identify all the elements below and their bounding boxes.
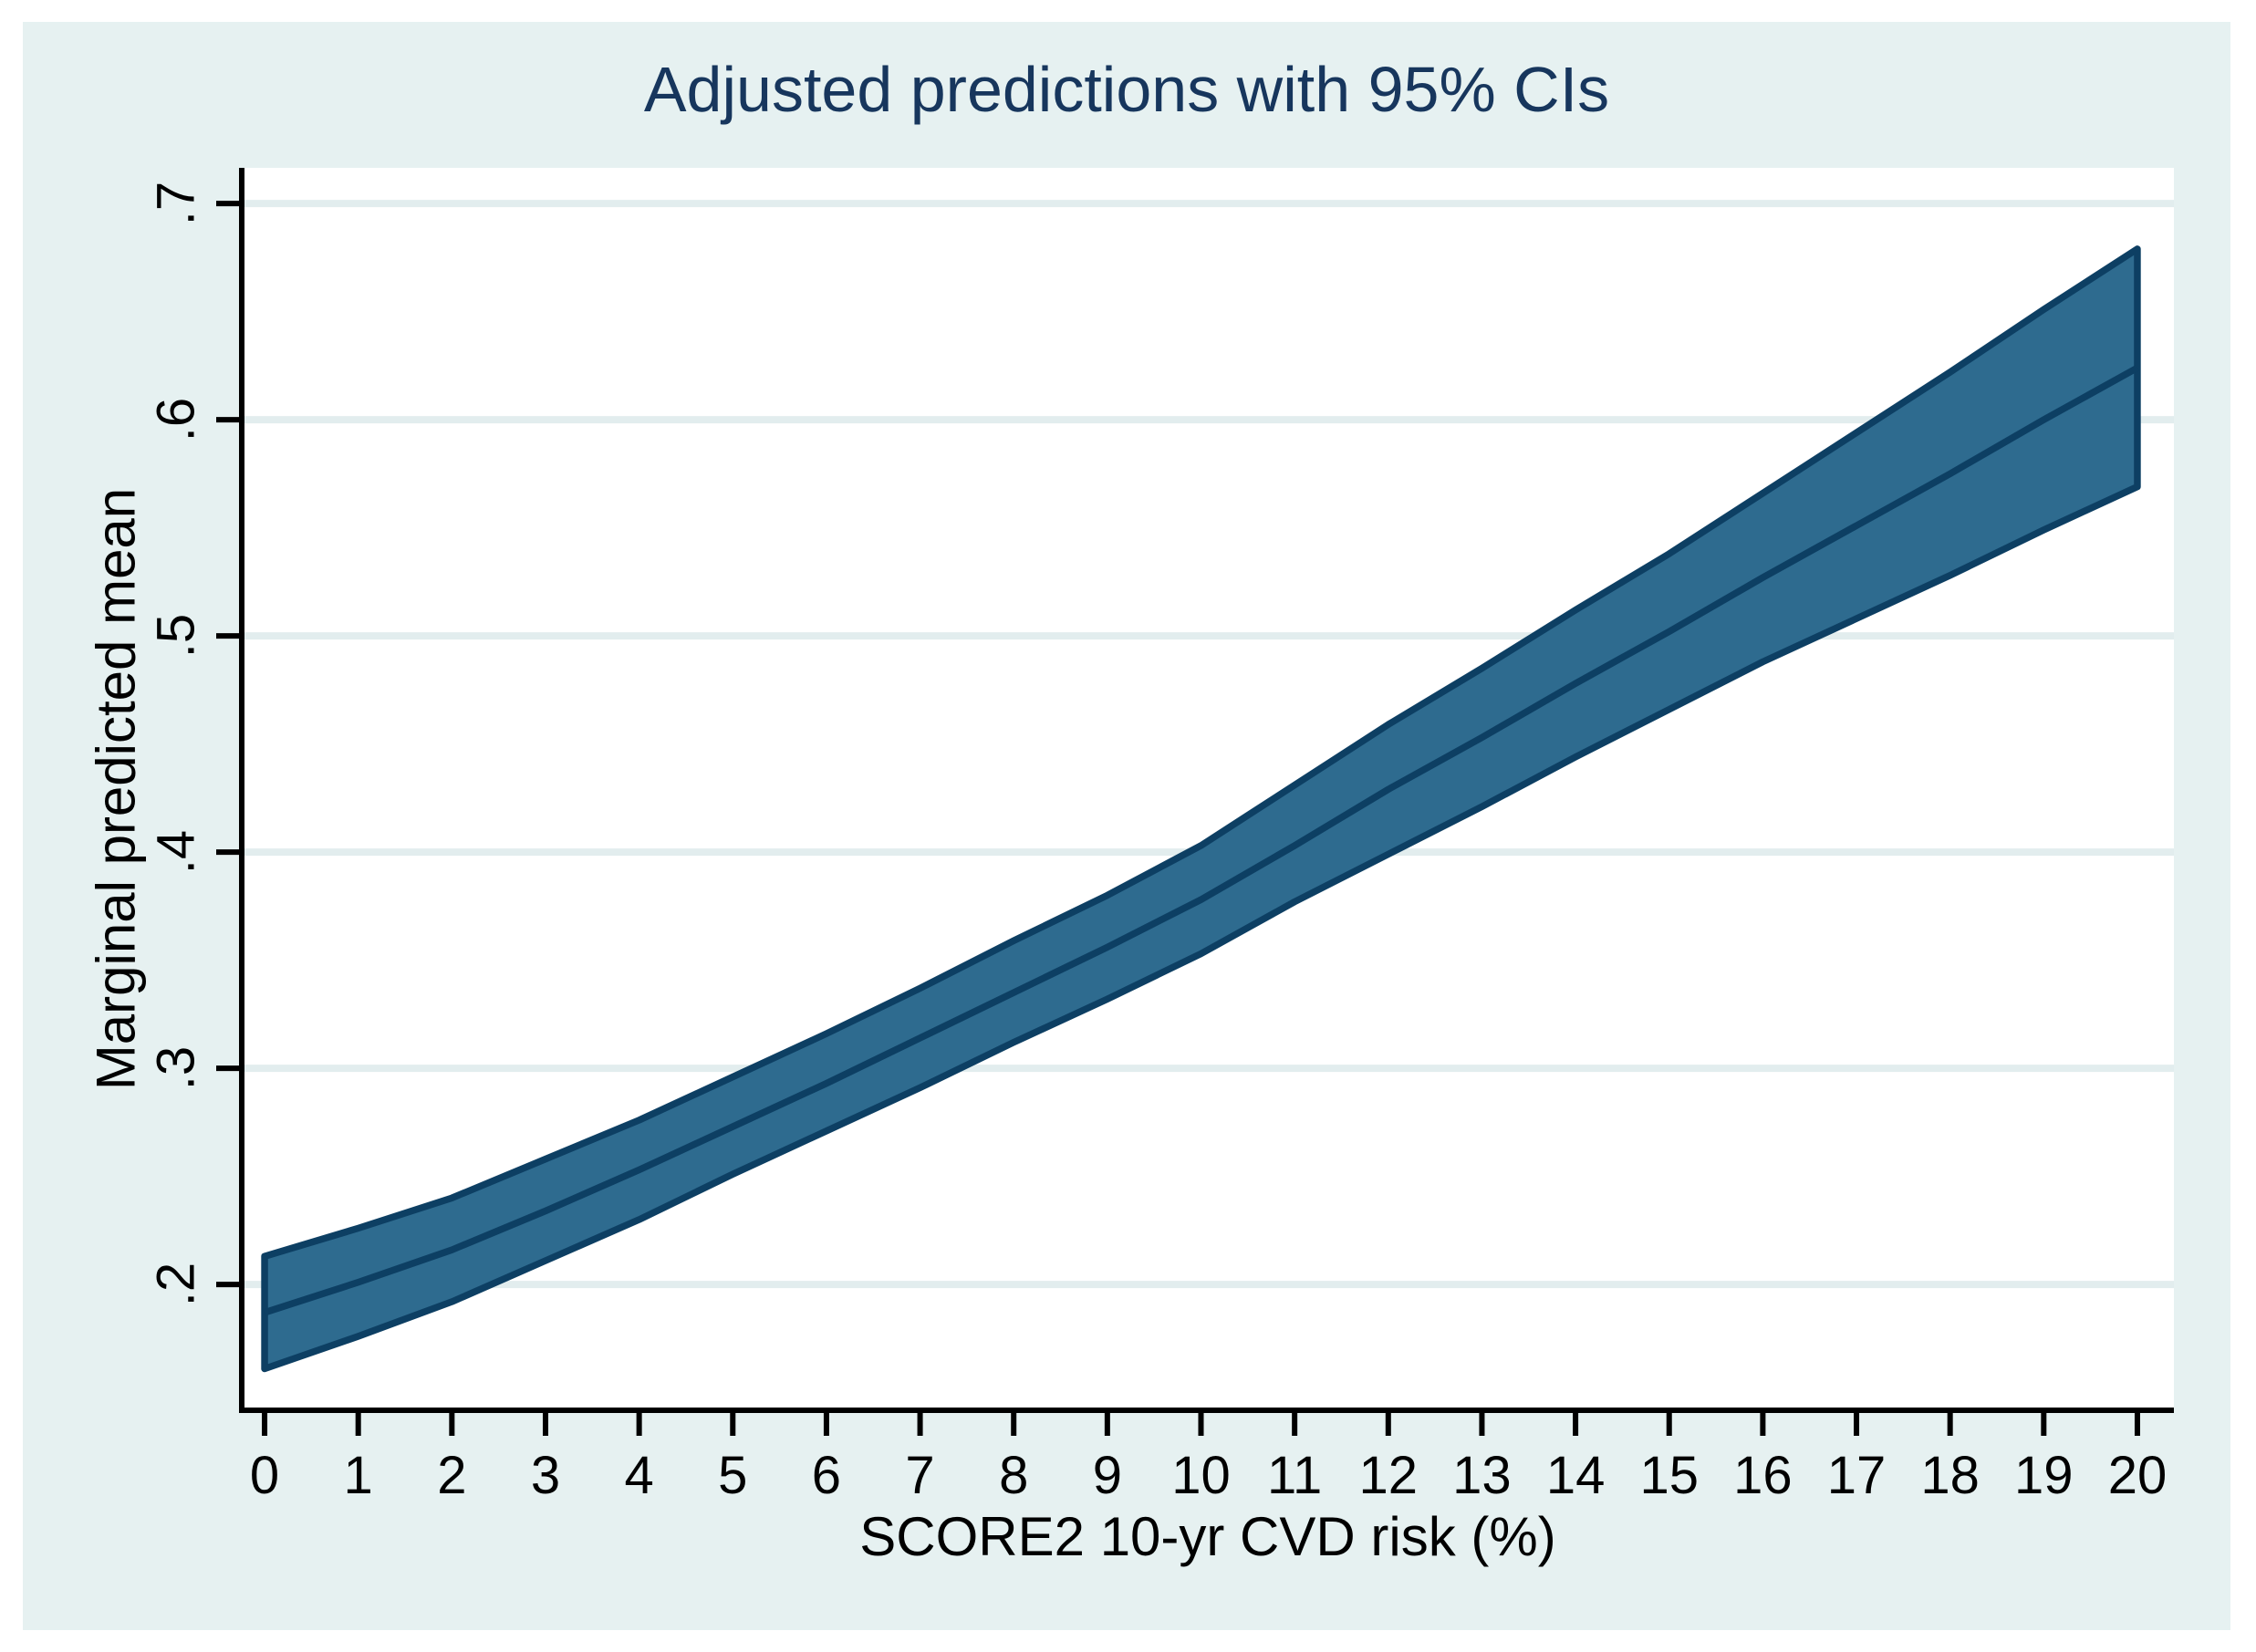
prediction-line (263, 364, 2139, 1316)
chart-title: Adjusted predictions with 95% CIs (643, 54, 1610, 125)
y-axis-title: Marginal predicted mean (85, 487, 147, 1091)
confidence-band (261, 245, 2141, 1373)
x-axis-title: SCORE2 10-yr CVD risk (%) (859, 1506, 1556, 1567)
